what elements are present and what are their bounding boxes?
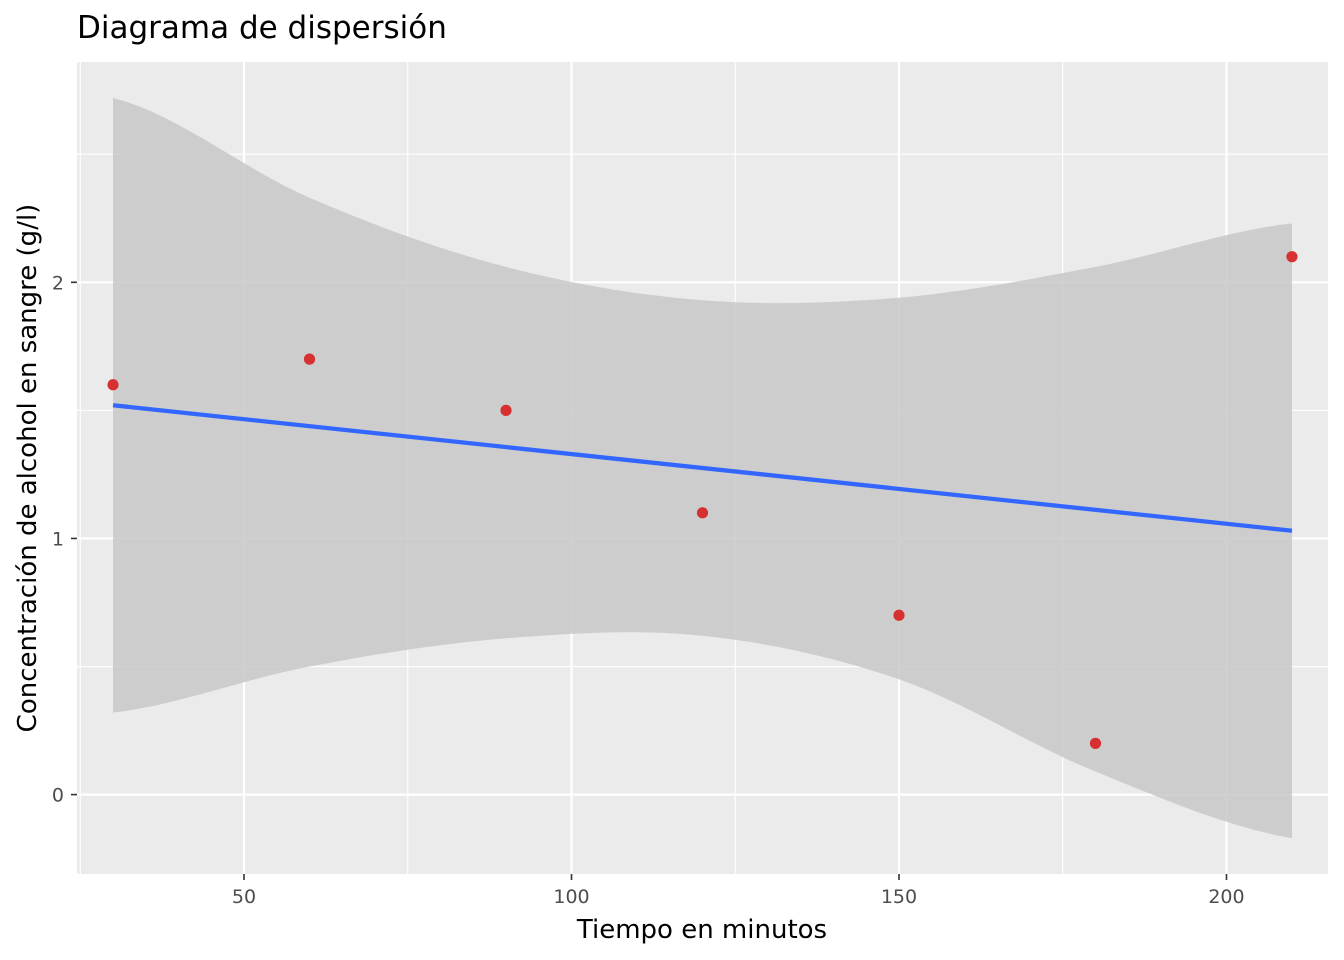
data-point [696,507,709,519]
x-tick-label: 200 [1208,886,1244,908]
y-tick-label: 2 [52,272,64,294]
x-axis-title: Tiempo en minutos [576,915,827,945]
x-tick-label: 50 [232,886,256,908]
y-axis-title: Concentración de alcohol en sangre (g/l) [13,204,43,733]
x-axis-ticks: 50 100 150 200 [232,874,1245,908]
y-tick-label: 0 [52,785,64,807]
data-point [303,353,316,365]
data-point [893,609,905,621]
y-axis-ticks: 0 1 2 [52,272,77,807]
chart-title: Diagrama de dispersión [77,10,447,46]
points-layer [107,251,1298,749]
data-point [107,379,119,391]
data-point [1286,251,1298,263]
x-tick-label: 150 [881,886,917,908]
fit-line-layer [112,403,1293,533]
x-tick-label: 100 [553,886,589,908]
fit-line [112,403,1293,533]
y-tick-label: 1 [52,528,64,550]
data-point [1089,737,1102,749]
data-point [500,404,512,416]
